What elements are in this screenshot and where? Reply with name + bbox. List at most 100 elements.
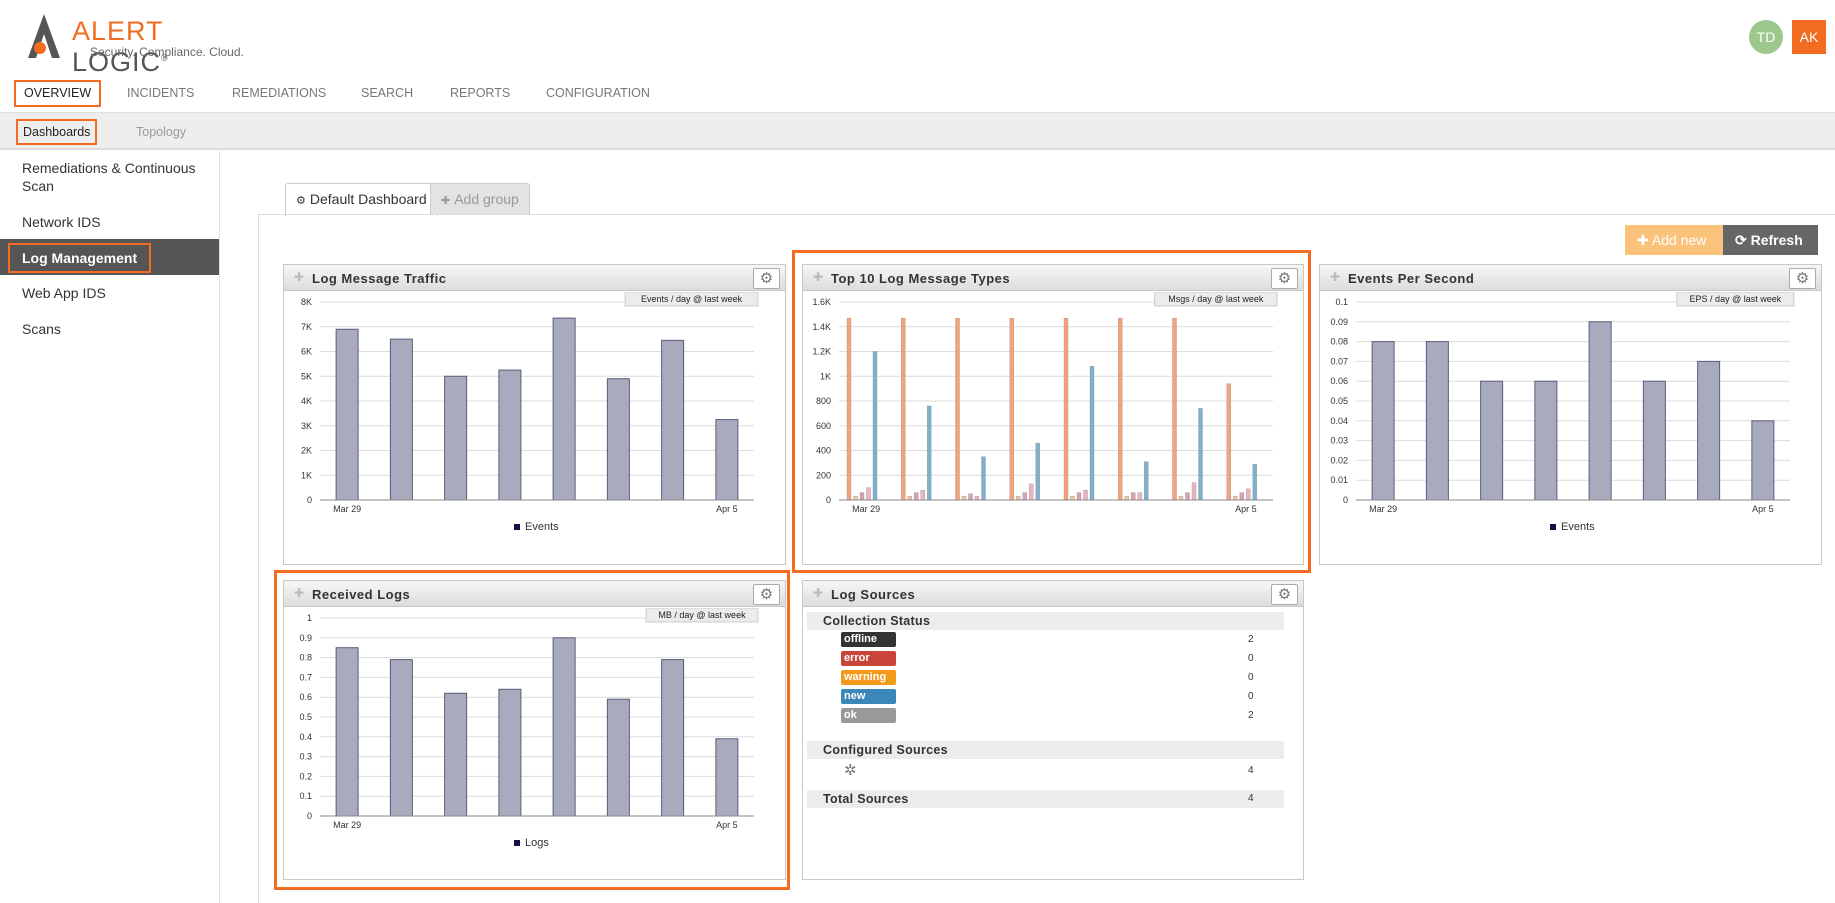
bar [1178, 496, 1184, 501]
x-tick-label: Apr 5 [716, 820, 738, 830]
drag-handle-icon[interactable]: ✚ [294, 586, 305, 600]
total-sources-label: Total Sources [823, 792, 909, 806]
button-label: Add new [1651, 232, 1707, 248]
refresh-button[interactable]: ⟳ Refresh [1723, 225, 1818, 255]
sidebar-item-log-management[interactable]: Log Management [0, 239, 219, 275]
sidebar-item-remediations[interactable]: Remediations & Continuous Scan [22, 160, 196, 194]
user-avatar-td[interactable]: TD [1749, 20, 1783, 54]
bar [1751, 420, 1775, 501]
bar [1083, 489, 1088, 501]
status-count: 0 [1248, 691, 1254, 702]
bar [968, 493, 973, 501]
panel-top-10-log-message-types: ✚ Top 10 Log Message Types ⚙ 0 200 400 600 8… [802, 264, 1304, 565]
brand-name: ALERT LOGIC® [72, 16, 169, 77]
drag-handle-icon[interactable]: ✚ [294, 270, 305, 284]
bar [961, 496, 967, 501]
eps-chart: 0 0.01 0.02 0.03 0.04 0.05 0.06 0.07 0.08 0.09 0.1… [1330, 292, 1795, 533]
chart-caption: MB / day @ last week [658, 610, 746, 620]
gear-icon[interactable]: ⚙ [1271, 584, 1298, 605]
nav-incidents[interactable]: INCIDENTS [127, 86, 195, 100]
status-badge: offline [841, 632, 896, 647]
bar [552, 637, 576, 817]
gear-icon[interactable]: ⚙ [1789, 268, 1816, 289]
bar [1035, 442, 1040, 501]
drag-handle-icon[interactable]: ✚ [1330, 270, 1341, 284]
brand-tagline: Security. Compliance. Cloud. [90, 45, 244, 59]
y-tick-label: 1K [301, 470, 312, 480]
y-tick-label: 0.5 [299, 712, 312, 722]
tab-label: Add group [454, 191, 519, 207]
configured-sources-header: Configured Sources [807, 741, 1284, 759]
bar [1172, 317, 1177, 501]
status-badge: new [841, 689, 896, 704]
bar [1198, 408, 1203, 501]
bar [1029, 483, 1034, 501]
gear-icon: ⚙ [296, 195, 306, 207]
tab-label: Default Dashboard [309, 191, 427, 207]
y-tick-label: 2K [301, 446, 312, 456]
bar [927, 405, 932, 501]
panel-title: Events Per Second [1348, 271, 1475, 286]
logo-icon [28, 14, 60, 58]
total-sources-row: Total Sources 4 [807, 790, 1284, 808]
y-tick-label: 0.09 [1330, 317, 1348, 327]
bar [1009, 317, 1014, 501]
user-avatar-ak[interactable]: AK [1792, 20, 1826, 54]
tab-add-group[interactable]: ✚ Add group [430, 183, 530, 215]
sidebar-item-scans[interactable]: Scans [22, 321, 61, 337]
nav-overview[interactable]: OVERVIEW [14, 80, 102, 107]
y-tick-label: 0.2 [299, 771, 312, 781]
bar [866, 487, 871, 501]
nav-configuration[interactable]: CONFIGURATION [546, 86, 650, 100]
gear-icon[interactable]: ⚙ [753, 268, 780, 289]
panel-header: ✚ Events Per Second ⚙ [1320, 265, 1821, 291]
gear-icon[interactable]: ⚙ [753, 584, 780, 605]
status-badge: warning [841, 670, 896, 685]
button-label: Refresh [1750, 232, 1803, 248]
bar [1070, 496, 1075, 501]
received-logs-chart: 0 0.1 0.2 0.3 0.4 0.5 0.6 0.7 0.8 0.9 1 MB / day @ … [299, 608, 759, 849]
drag-handle-icon[interactable]: ✚ [813, 270, 824, 284]
x-tick-label: Apr 5 [716, 504, 738, 514]
nav-reports[interactable]: REPORTS [450, 86, 511, 100]
panel-header: ✚ Log Message Traffic ⚙ [284, 265, 785, 291]
y-tick-label: 1 [307, 613, 312, 623]
y-tick-label: 0 [1343, 495, 1348, 505]
bar [606, 378, 630, 501]
add-new-button[interactable]: ✚ Add new [1625, 225, 1723, 255]
panel-title: Top 10 Log Message Types [831, 271, 1011, 286]
bar [907, 496, 912, 501]
subnav-dashboards[interactable]: Dashboards [16, 119, 98, 145]
drag-handle-icon[interactable]: ✚ [813, 586, 824, 600]
y-tick-label: 0.08 [1330, 337, 1348, 347]
nav-search[interactable]: SEARCH [361, 86, 414, 100]
bar [1022, 492, 1027, 501]
refresh-icon: ⟳ [1735, 232, 1751, 248]
panel-received-logs: ✚ Received Logs ⚙ 0 0.1 0.2 0.3 0.4 0.5 0.6 0.7… [283, 580, 786, 880]
y-tick-label: 6K [301, 347, 312, 357]
sidebar-item-network-ids[interactable]: Network IDS [22, 214, 101, 230]
y-tick-label: 0.03 [1330, 436, 1348, 446]
tab-default-dashboard[interactable]: ⚙ Default Dashboard [285, 183, 438, 216]
bar [444, 692, 468, 817]
y-tick-label: 1.6K [812, 297, 831, 307]
panel-header: ✚ Received Logs ⚙ [284, 581, 785, 607]
y-tick-label: 0.1 [1335, 297, 1348, 307]
subnav-topology[interactable]: Topology [136, 125, 187, 139]
alert-logic-logo[interactable]: ALERT LOGIC® Security. Compliance. Cloud… [22, 12, 262, 77]
y-tick-label: 0.05 [1330, 396, 1348, 406]
y-tick-label: 200 [816, 470, 831, 480]
bar [914, 492, 919, 501]
sidebar-item-web-app-ids[interactable]: Web App IDS [22, 285, 106, 301]
bar [1076, 492, 1082, 501]
bar [606, 698, 630, 817]
bar [1144, 461, 1149, 501]
y-tick-label: 0.06 [1330, 376, 1348, 386]
status-count: 0 [1248, 653, 1254, 664]
bar [498, 369, 522, 501]
sidebar-item-label: Log Management [8, 243, 152, 273]
gear-icon[interactable]: ⚙ [1271, 268, 1298, 289]
x-tick-label: Apr 5 [1752, 504, 1774, 514]
chart-caption: Msgs / day @ last week [1168, 294, 1264, 304]
nav-remediations[interactable]: REMEDIATIONS [232, 86, 327, 100]
